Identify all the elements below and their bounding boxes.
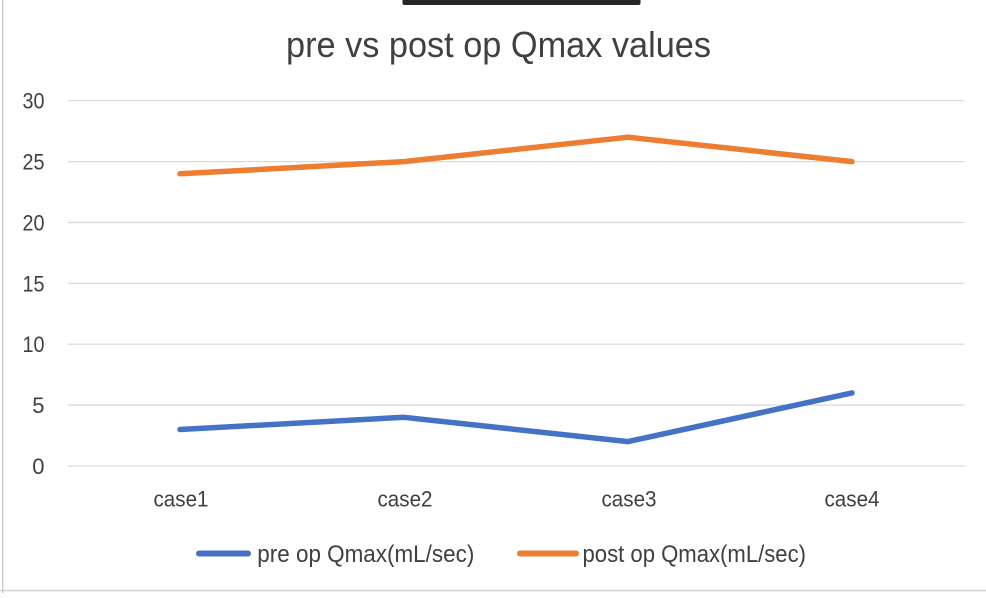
svg-text:5: 5 xyxy=(32,393,44,418)
svg-text:0: 0 xyxy=(32,454,44,479)
svg-text:10: 10 xyxy=(23,332,45,357)
svg-text:case3: case3 xyxy=(602,486,657,511)
svg-text:20: 20 xyxy=(23,211,45,236)
svg-text:25: 25 xyxy=(23,150,45,175)
svg-text:post op Qmax(mL/sec): post op Qmax(mL/sec) xyxy=(583,541,807,568)
svg-text:case4: case4 xyxy=(825,486,880,511)
svg-text:case2: case2 xyxy=(378,486,433,511)
svg-text:15: 15 xyxy=(23,271,45,296)
svg-text:case1: case1 xyxy=(154,486,209,511)
svg-text:pre op Qmax(mL/sec): pre op Qmax(mL/sec) xyxy=(257,541,474,568)
svg-text:pre vs post op Qmax values: pre vs post op Qmax values xyxy=(286,24,711,65)
svg-text:30: 30 xyxy=(23,89,45,114)
